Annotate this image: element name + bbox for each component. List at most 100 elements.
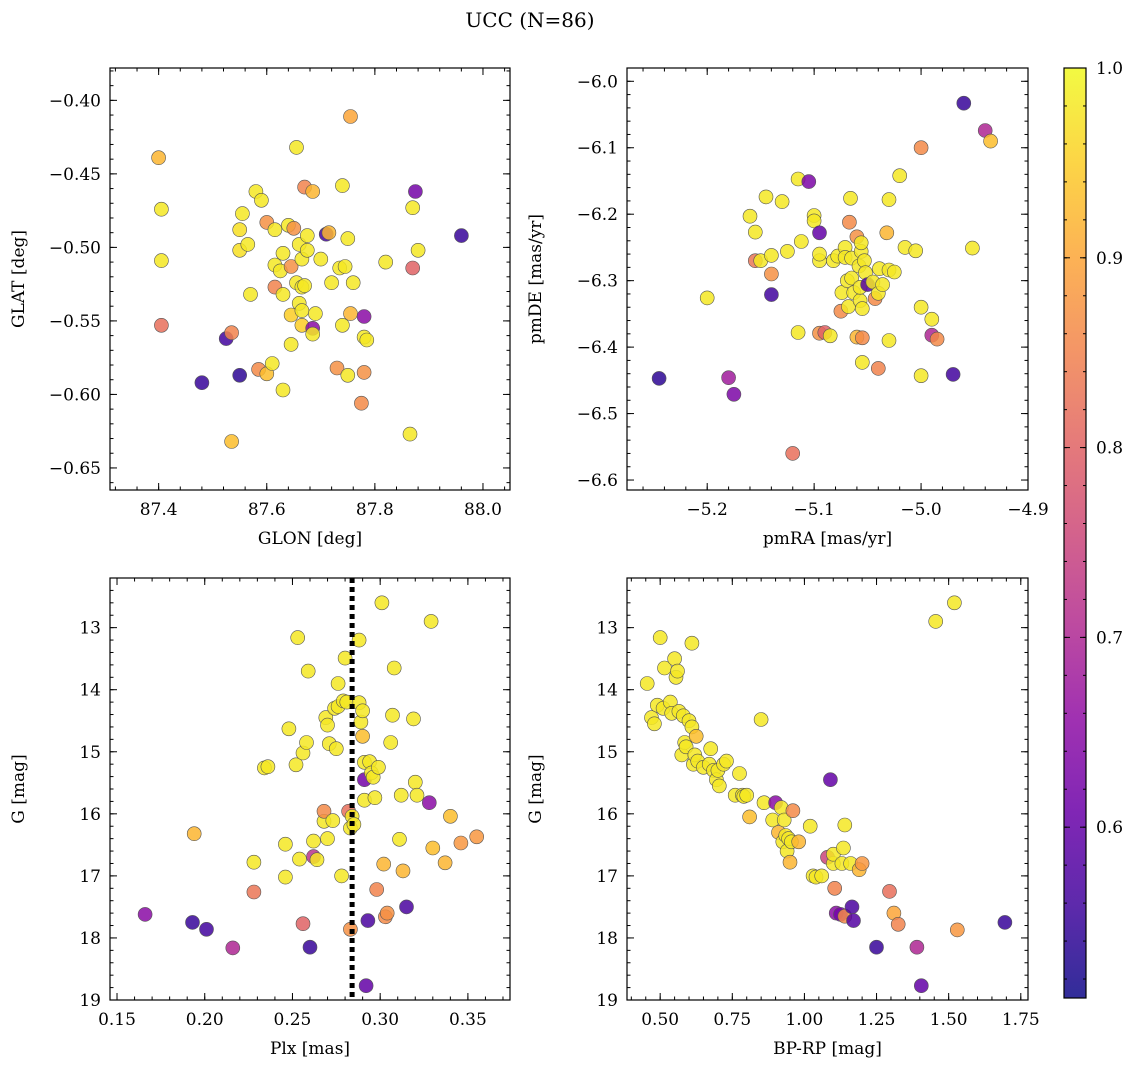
- data-point: [688, 728, 704, 744]
- data-point: [882, 884, 897, 899]
- data-point: [275, 287, 291, 302]
- y-tick-label: 19: [596, 991, 618, 1011]
- data-point: [337, 259, 353, 274]
- data-point: [340, 231, 356, 246]
- data-point: [137, 907, 153, 922]
- data-point: [639, 676, 655, 691]
- data-point: [151, 150, 166, 165]
- data-point: [869, 939, 884, 955]
- data-point: [232, 367, 247, 383]
- data-point: [802, 818, 818, 834]
- x-tick-label: 0.15: [98, 1010, 136, 1030]
- data-point: [764, 266, 779, 282]
- data-point: [793, 234, 809, 249]
- y-axis-label: GLAT [deg]: [9, 230, 29, 328]
- data-point: [402, 426, 418, 442]
- data-point: [913, 140, 929, 155]
- data-point: [309, 852, 325, 868]
- data-point: [254, 193, 269, 208]
- y-axis-label: pmDE [mas/yr]: [526, 214, 546, 344]
- data-point: [395, 863, 411, 879]
- data-point: [812, 225, 827, 241]
- data-point: [913, 299, 929, 315]
- x-tick-label: 1.25: [858, 1010, 896, 1030]
- data-point: [892, 168, 908, 183]
- data-point: [240, 237, 256, 252]
- data-point: [337, 650, 353, 666]
- points-layer: [137, 595, 485, 994]
- data-point: [782, 854, 798, 870]
- data-point: [359, 332, 375, 348]
- y-tick-label: 15: [596, 743, 618, 763]
- data-point: [324, 275, 339, 291]
- y-tick-label: −0.50: [49, 238, 101, 258]
- data-point: [343, 109, 358, 124]
- data-point: [854, 355, 870, 370]
- x-tick-label: 0.20: [186, 1010, 224, 1030]
- data-point: [742, 809, 757, 825]
- data-point: [764, 287, 779, 302]
- data-point: [407, 774, 423, 790]
- data-point: [299, 735, 314, 750]
- x-axis-label: pmRA [mas/yr]: [763, 529, 892, 549]
- data-point: [836, 840, 851, 856]
- data-point: [299, 243, 315, 258]
- data-point: [297, 278, 312, 293]
- data-point: [224, 325, 239, 341]
- data-point: [929, 331, 945, 347]
- y-tick-label: −6.6: [577, 471, 618, 491]
- data-point: [286, 221, 302, 236]
- data-point: [154, 201, 169, 217]
- data-point: [302, 939, 318, 955]
- y-axis-label: G [mag]: [9, 754, 29, 823]
- data-point: [224, 434, 239, 449]
- data-point: [369, 882, 385, 897]
- panel-3: 0.15 0.20 0.25 0.30 0.35 13 14 15 16 17 18 19 Plx [m…: [9, 577, 511, 1059]
- x-tick-label: 87.4: [140, 500, 178, 520]
- data-point: [294, 303, 310, 318]
- y-tick-label: 15: [79, 743, 101, 763]
- data-point: [225, 940, 241, 956]
- data-point: [928, 614, 944, 629]
- data-point: [801, 174, 817, 189]
- data-point: [320, 831, 335, 846]
- data-point: [246, 884, 262, 900]
- data-point: [753, 712, 769, 727]
- data-point: [374, 595, 390, 611]
- y-tick-label: 13: [79, 619, 101, 639]
- data-point: [956, 95, 972, 111]
- data-point: [185, 915, 200, 930]
- points-layer: [151, 109, 469, 449]
- data-point: [875, 277, 890, 292]
- data-point: [392, 831, 407, 847]
- data-point: [199, 921, 214, 937]
- panel-4: 0.50 0.75 1.00 1.25 1.50 1.75 13 14 15 16 17 18 19 BP…: [526, 577, 1040, 1059]
- data-point: [843, 191, 858, 206]
- data-point: [386, 660, 402, 676]
- data-point: [328, 741, 344, 757]
- data-point: [379, 905, 395, 921]
- data-point: [316, 803, 332, 819]
- data-point: [186, 826, 202, 842]
- data-point: [827, 880, 843, 896]
- data-point: [785, 803, 801, 819]
- data-point: [325, 813, 341, 828]
- data-point: [913, 978, 929, 994]
- data-point: [345, 275, 361, 291]
- data-point: [355, 728, 370, 744]
- data-point: [246, 854, 262, 870]
- points-layer: [651, 95, 998, 461]
- points-layer: [639, 595, 1013, 994]
- data-point: [719, 753, 734, 769]
- data-point: [351, 632, 367, 648]
- data-point: [335, 178, 350, 193]
- data-point: [383, 735, 399, 750]
- data-point: [945, 367, 961, 382]
- data-point: [823, 772, 838, 788]
- y-tick-label: −0.55: [49, 312, 101, 332]
- data-point: [791, 834, 807, 850]
- y-tick-label: −0.60: [49, 385, 101, 405]
- data-point: [854, 330, 870, 346]
- data-point: [283, 337, 299, 352]
